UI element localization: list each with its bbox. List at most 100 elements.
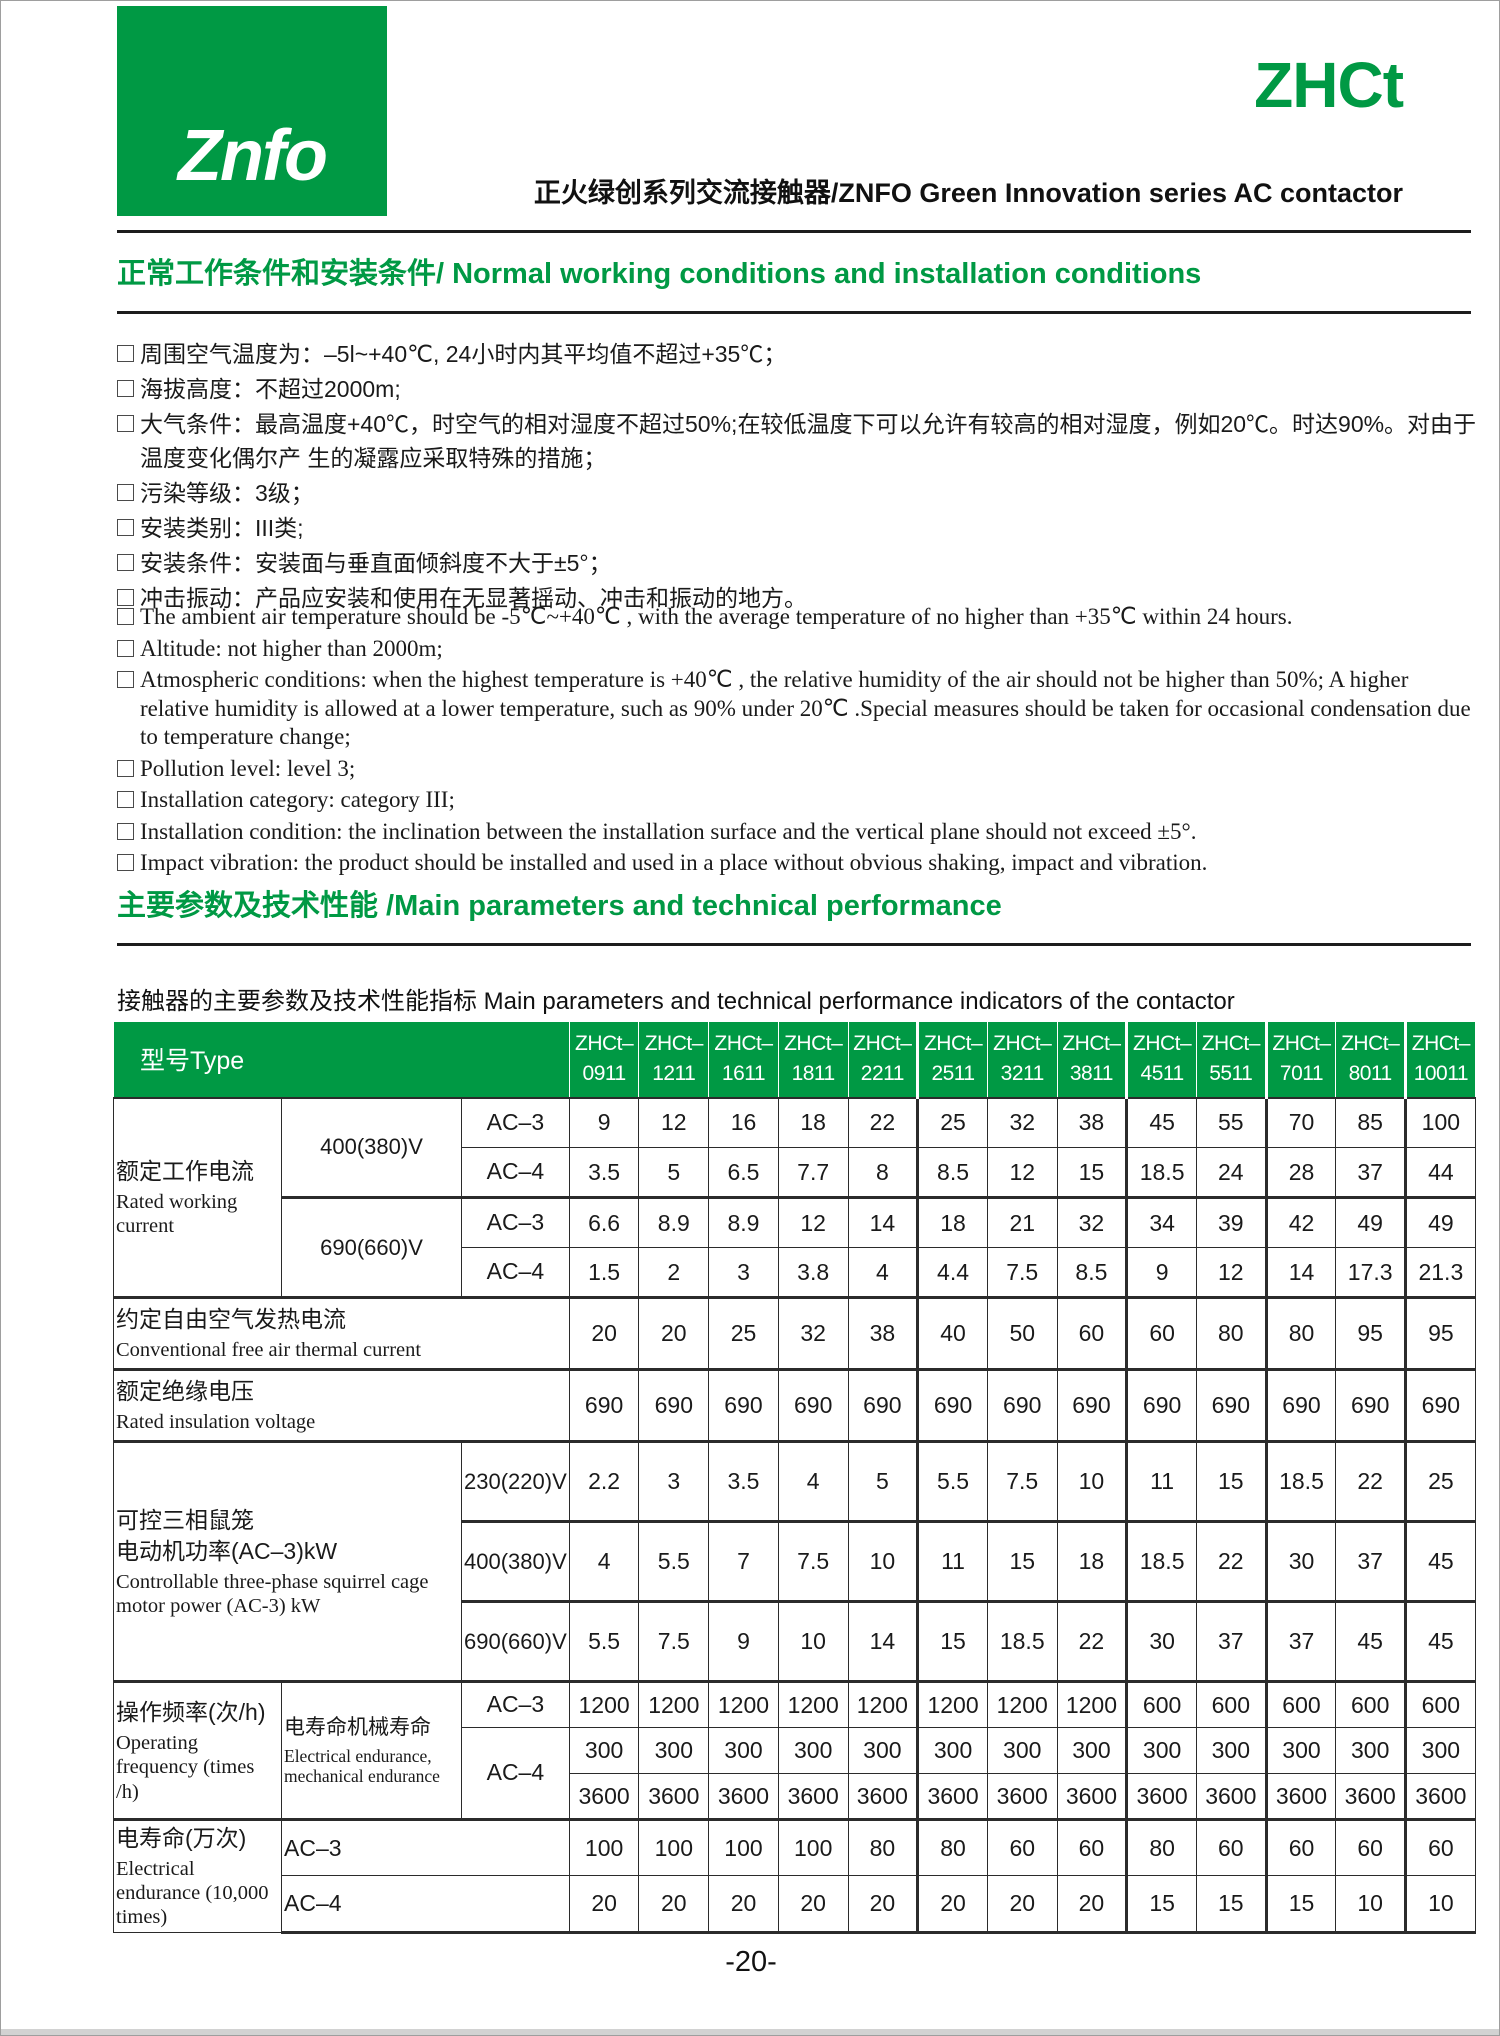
label-cell: AC–4 <box>461 1147 570 1198</box>
value-cell: 6.6 <box>568 1196 640 1248</box>
value-cell: 15 <box>1195 1440 1267 1522</box>
value-cell: 18 <box>1056 1520 1128 1602</box>
value-cell: 1200 <box>638 1680 710 1728</box>
checkbox-icon <box>117 759 134 777</box>
model-header-cell: ZHCt– 4511 <box>1125 1021 1197 1099</box>
value-cell: 300 <box>916 1727 988 1774</box>
value-cell: 3600 <box>916 1773 988 1820</box>
label-en: Controllable three-phase squirrel cage m… <box>116 1570 429 1618</box>
value-cell: 690 <box>916 1368 988 1442</box>
value-cell: 49 <box>1404 1196 1476 1248</box>
table-caption: 接触器的主要参数及技术性能指标 Main parameters and tech… <box>117 988 1235 1015</box>
value-cell: 50 <box>986 1296 1058 1370</box>
condition-item: Installation condition: the inclination … <box>117 818 1477 847</box>
value-cell: 8.9 <box>638 1196 710 1248</box>
value-cell: 100 <box>1404 1097 1476 1148</box>
table-row: AC–4 300 300 300 300 300 300 300 300 300 300 300 300… <box>114 1727 1476 1820</box>
model-code: 2511 <box>931 1062 975 1086</box>
value-cell: 20 <box>916 1875 988 1934</box>
value-cell: 37 <box>1335 1520 1407 1602</box>
value-cell: 20 <box>638 1875 710 1934</box>
value-cell: 22 <box>1335 1440 1407 1522</box>
header-subtitle: 正火绿创系列交流接触器/ZNFO Green Innovation series… <box>533 178 1403 208</box>
table-row: 3600 3600 3600 3600 3600 3600 3600 3600 3600 3600… <box>114 1773 1476 1820</box>
label-cell: AC–3 <box>281 1817 570 1877</box>
condition-text: 周围空气温度为：–5l~+40℃, 24小时内其平均值不超过+35℃； <box>140 341 787 367</box>
value-cell: 24 <box>1195 1147 1267 1198</box>
condition-text: 冲击振动：产品应安装和使用在无显著摇动、冲击和振动的地方。 <box>140 585 807 611</box>
checkbox-icon <box>117 484 134 501</box>
model-header-cell: ZHCt– 1811 <box>777 1021 849 1099</box>
value-cell: 80 <box>916 1817 988 1877</box>
value-cell: 1200 <box>568 1680 640 1728</box>
value-cell: 690 <box>1264 1368 1337 1442</box>
table-row: AC–4 3.5 5 6.5 7.7 8 8.5 12 15 18.5 24 28 37 44 <box>114 1147 1476 1198</box>
model-prefix: ZHCt– <box>1341 1032 1400 1056</box>
value-cell: 5.5 <box>568 1600 640 1682</box>
value-cell: 3600 <box>708 1773 779 1820</box>
condition-item: 冲击振动：产品应安装和使用在无显著摇动、冲击和振动的地方。 <box>117 581 1477 615</box>
model-code: 8011 <box>1348 1062 1393 1086</box>
value-cell: 600 <box>1195 1680 1267 1728</box>
value-cell: 3600 <box>986 1773 1058 1820</box>
value-cell: 3.5 <box>708 1440 779 1522</box>
value-cell: 12 <box>986 1147 1058 1198</box>
model-code: 10011 <box>1413 1062 1469 1086</box>
label-cell: AC–4 <box>461 1247 570 1298</box>
label-cn: 690(660)V <box>320 1234 423 1260</box>
label-en: Operating frequency (times /h) <box>116 1732 255 1803</box>
condition-text: 海拔高度：不超过2000m; <box>140 376 401 402</box>
label-en: Rated insulation voltage <box>116 1411 316 1434</box>
value-cell: 1200 <box>986 1680 1058 1728</box>
value-cell: 14 <box>847 1196 919 1248</box>
label-cn: 400(380)V <box>464 1548 567 1574</box>
value-cell: 18.5 <box>1125 1147 1197 1198</box>
page-number: -20- <box>725 1946 777 1978</box>
condition-text: 安装类别：III类; <box>140 515 304 541</box>
value-cell: 100 <box>777 1817 849 1877</box>
model-code: 7011 <box>1279 1062 1324 1086</box>
model-prefix: ZHCt– <box>923 1032 983 1056</box>
value-cell: 25 <box>708 1296 779 1370</box>
label-cn: 操作频率(次/h) <box>116 1699 266 1726</box>
model-header-cell: ZHCt– 3211 <box>986 1021 1058 1099</box>
value-cell: 20 <box>708 1875 779 1934</box>
value-cell: 16 <box>708 1097 779 1148</box>
model-prefix: ZHCt– <box>784 1032 843 1056</box>
value-cell: 45 <box>1404 1520 1476 1602</box>
table-row: 690(660)V AC–3 6.6 8.9 8.9 12 14 18 21 32 34 39 42 49… <box>114 1196 1476 1298</box>
label-cn: 电寿命(万次) <box>116 1825 247 1851</box>
value-cell: 100 <box>568 1817 640 1877</box>
label-cn: AC–3 <box>486 1209 545 1236</box>
value-cell: 3.5 <box>568 1147 640 1198</box>
value-cell: 45 <box>1404 1600 1476 1682</box>
value-cell: 60 <box>1264 1817 1337 1877</box>
value-cell: 44 <box>1404 1147 1476 1198</box>
model-prefix: ZHCt– <box>714 1032 773 1056</box>
value-cell: 18.5 <box>986 1600 1058 1682</box>
value-cell: 1200 <box>1056 1680 1128 1728</box>
type-header-cell: 型号Type <box>113 1021 570 1099</box>
condition-text: Impact vibration: the product should be … <box>140 850 1208 875</box>
label-cn: 额定绝缘电压 <box>116 1378 254 1405</box>
label-cn: AC–4 <box>486 1759 545 1786</box>
value-cell: 3600 <box>1195 1773 1267 1820</box>
value-cell: 690 <box>777 1368 849 1442</box>
label-cell: 230(220)V <box>461 1440 570 1522</box>
condition-item: Atmospheric conditions: when the highest… <box>117 666 1477 752</box>
value-cell: 20 <box>638 1296 710 1370</box>
label-cn: AC–3 <box>486 1691 545 1718</box>
value-cell: 32 <box>986 1097 1058 1148</box>
value-cell: 14 <box>1264 1247 1337 1298</box>
model-header-cell: ZHCt– 1211 <box>638 1021 710 1099</box>
value-cell: 15 <box>1056 1147 1128 1198</box>
value-cell: 34 <box>1125 1196 1197 1248</box>
value-cell: 300 <box>1195 1727 1267 1774</box>
value-cell: 4 <box>568 1520 640 1602</box>
model-code: 0911 <box>582 1062 627 1086</box>
value-cell: 21 <box>986 1196 1058 1248</box>
value-cell: 80 <box>847 1817 919 1877</box>
label-cn: AC–3 <box>486 1109 545 1136</box>
value-cell: 20 <box>847 1875 919 1934</box>
